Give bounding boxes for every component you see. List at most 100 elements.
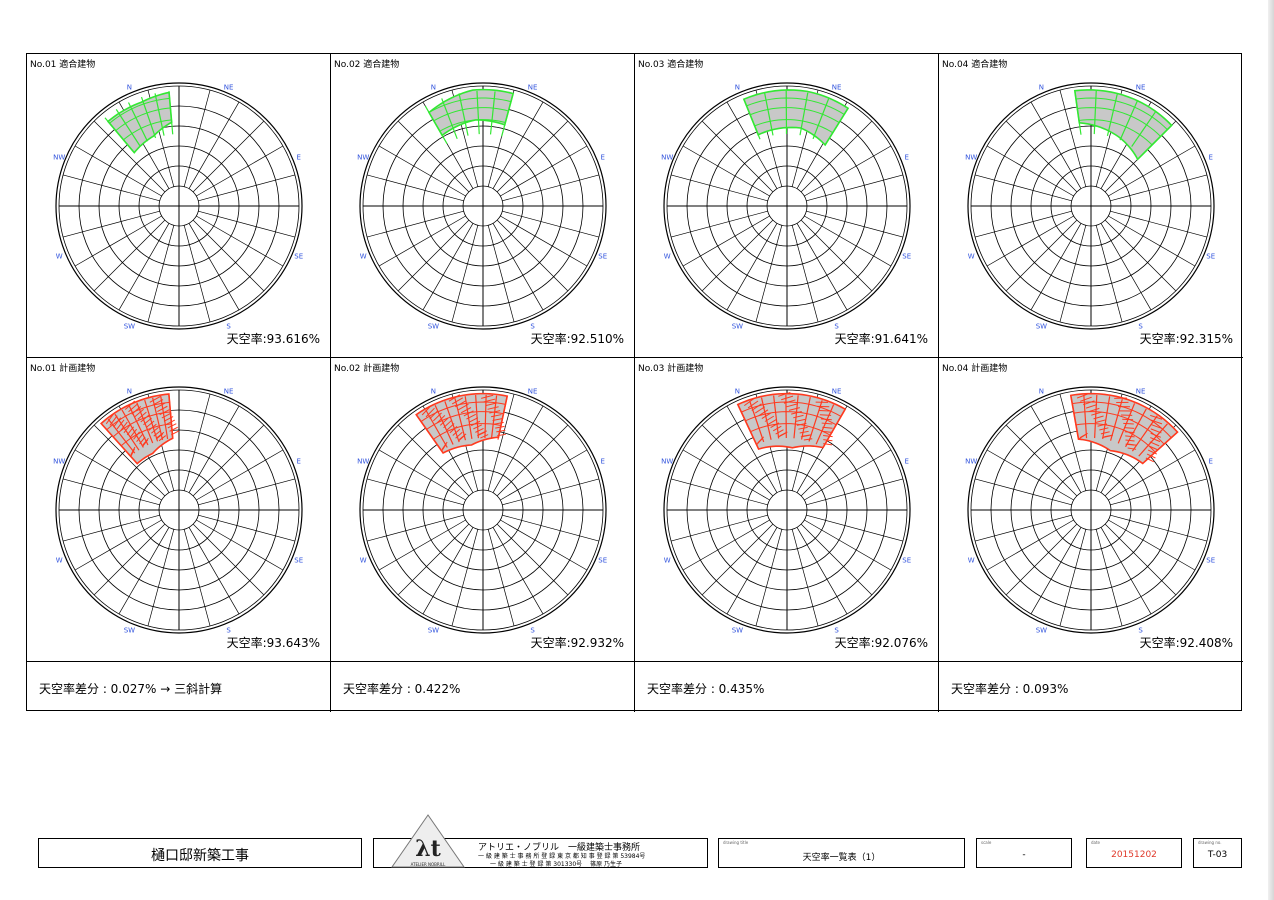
compass-label: NE [1136, 387, 1146, 395]
compass-label: NW [661, 457, 673, 465]
project-name: 樋口邸新築工事 [151, 848, 249, 864]
compass-label: S [1138, 323, 1143, 331]
firm-name: アトリエ・ノブリル 一級建築士事務所 [478, 843, 641, 853]
planned-building-outline [415, 392, 509, 455]
planned-building-outline [1069, 392, 1179, 465]
compass-label: S [834, 323, 839, 331]
compass-label: N [735, 83, 740, 91]
sky-map-cell: N NE E SE S SW W NW No.01 計画建物 天空率:93.643% [27, 358, 331, 662]
sky-factor-value: 天空率:91.641% [834, 332, 928, 346]
compass-label: N [431, 387, 436, 395]
compass-label: SW [124, 627, 135, 635]
compass-label: NW [53, 153, 65, 161]
compass-label: W [664, 253, 671, 261]
drawing-number-caption: drawing no. [1198, 840, 1222, 845]
sky-map-cell: N NE E SE S SW W NW No.03 適合建物 天空率:91.641% [635, 54, 939, 358]
compass-label: SE [294, 253, 303, 261]
compass-label: SW [124, 323, 135, 331]
sky-factor-value: 天空率:92.932% [530, 636, 624, 650]
sky-projection-diagram: N NE E SE S SW W NW [965, 386, 1215, 635]
compass-label: S [1138, 627, 1143, 635]
date-value: 20151202 [1111, 850, 1157, 860]
compass-label: W [56, 253, 63, 261]
compass-label: SE [598, 253, 607, 261]
cell-title: No.01 適合建物 [30, 60, 96, 70]
compass-label: S [530, 323, 535, 331]
compass-label: N [735, 387, 740, 395]
sky-map-cell: N NE E SE S SW W NW No.02 適合建物 天空率:92.510% [331, 54, 635, 358]
sky-projection-diagram: N NE E SE S SW W NW [53, 82, 303, 331]
drawing-title-caption: drawing title [723, 840, 749, 845]
sky-factor-difference-cell: 天空率差分 : 0.435% [635, 662, 939, 712]
compass-label: W [360, 557, 367, 565]
planned-building-outline [99, 393, 180, 465]
compliant-building-outline [742, 89, 850, 147]
sky-factor-difference: 天空率差分 : 0.422% [343, 682, 461, 696]
compass-label: NW [357, 457, 369, 465]
compass-label: W [664, 557, 671, 565]
compass-label: S [530, 627, 535, 635]
sky-factor-table: N NE E SE S SW W NW No.01 適合建物 天空率:93.616% N NE E SE S… [26, 53, 1243, 712]
compass-label: NE [528, 83, 538, 91]
sky-projection-diagram: N NE E SE S SW W NW [53, 386, 303, 635]
compass-label: N [1039, 83, 1044, 91]
compass-label: E [601, 457, 605, 465]
compass-label: SE [902, 557, 911, 565]
scale-caption: scale [981, 840, 992, 845]
sky-factor-value: 天空率:92.315% [1139, 332, 1233, 346]
compass-label: W [360, 253, 367, 261]
compass-label: SE [902, 253, 911, 261]
compass-label: NE [832, 387, 842, 395]
compass-label: E [601, 153, 605, 161]
scale-value: - [1022, 850, 1026, 860]
cell-title: No.01 計画建物 [30, 364, 96, 374]
sky-map-cell: N NE E SE S SW W NW No.02 計画建物 天空率:92.932% [331, 358, 635, 662]
compass-label: NE [1136, 83, 1146, 91]
date-caption: date [1091, 840, 1101, 845]
compass-label: NW [661, 153, 673, 161]
cell-title: No.04 計画建物 [942, 364, 1008, 374]
sky-factor-value: 天空率:92.510% [530, 332, 624, 346]
compass-label: S [834, 627, 839, 635]
compliant-building-outline [1073, 89, 1173, 161]
cell-title: No.03 適合建物 [638, 60, 704, 70]
compass-label: W [56, 557, 63, 565]
compass-label: SW [1036, 627, 1047, 635]
compass-label: N [127, 387, 132, 395]
compass-label: E [297, 153, 301, 161]
compass-label: E [1209, 153, 1213, 161]
compliant-building-outline [104, 91, 174, 154]
svg-text:λt: λt [415, 836, 441, 862]
compass-label: NE [224, 387, 234, 395]
compass-label: S [226, 627, 231, 635]
sky-factor-difference-cell: 天空率差分 : 0.027% → 三斜計算 [27, 662, 331, 712]
compass-label: N [127, 83, 132, 91]
cell-title: No.04 適合建物 [942, 60, 1008, 70]
compass-label: SW [1036, 323, 1047, 331]
compass-label: SW [428, 627, 439, 635]
firm-logo-icon: λt ATELIER NOBRILL [391, 814, 465, 868]
architect-registration: 一 級 建 築 士 登 録 第 301330号 篠原 乃生子 [490, 861, 622, 868]
compass-label: NW [965, 153, 977, 161]
compass-label: SW [732, 323, 743, 331]
sky-map-cell: N NE E SE S SW W NW No.04 適合建物 天空率:92.315% [939, 54, 1243, 358]
compass-label: W [968, 557, 975, 565]
sky-factor-difference: 天空率差分 : 0.027% → 三斜計算 [39, 682, 223, 696]
project-name-box: 樋口邸新築工事 [38, 838, 362, 868]
drawing-number-box: drawing no. T-03 [1193, 838, 1242, 868]
sky-map-cell: N NE E SE S SW W NW No.03 計画建物 天空率:92.076% [635, 358, 939, 662]
sky-projection-diagram: N NE E SE S SW W NW [357, 82, 607, 331]
compass-label: NW [53, 457, 65, 465]
svg-text:ATELIER NOBRILL: ATELIER NOBRILL [411, 862, 446, 867]
date-box: date 20151202 [1086, 838, 1182, 868]
compass-label: NW [357, 153, 369, 161]
compass-label: NE [224, 83, 234, 91]
sky-map-cell: N NE E SE S SW W NW No.04 計画建物 天空率:92.408% [939, 358, 1243, 662]
sky-projection-diagram: N NE E SE S SW W NW [661, 386, 911, 635]
sky-factor-value: 天空率:93.643% [226, 636, 320, 650]
compass-label: SE [1206, 557, 1215, 565]
compass-label: W [968, 253, 975, 261]
sky-factor-difference: 天空率差分 : 0.435% [647, 682, 765, 696]
page-edge-shadow [1268, 0, 1274, 900]
compass-label: SW [732, 627, 743, 635]
